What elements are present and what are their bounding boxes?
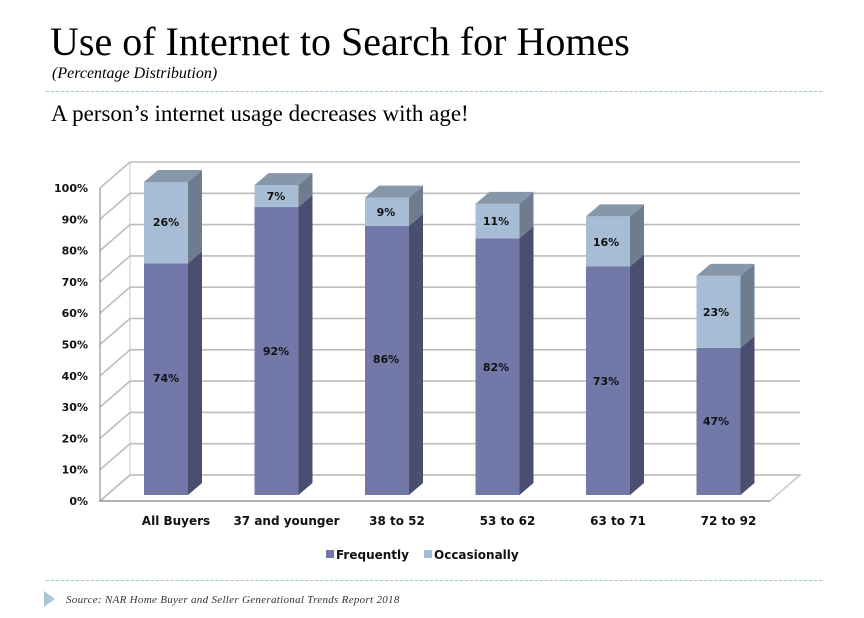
source-arrow-icon — [44, 591, 55, 607]
bar-side-frequently — [519, 226, 534, 495]
bar-side-occasionally — [409, 185, 423, 226]
chart-title: Use of Internet to Search for Homes — [50, 19, 630, 64]
gridline-side — [99, 349, 131, 377]
y-tick-label: 40% — [62, 370, 88, 383]
source-note: Source: NAR Home Buyer and Seller Genera… — [66, 594, 400, 606]
bar-front-occasionally — [144, 182, 188, 264]
y-tick-label: 30% — [62, 401, 88, 414]
data-label-occasionally: 11% — [483, 215, 509, 228]
bar-front-frequently — [254, 207, 299, 496]
gridline-side — [99, 223, 131, 252]
floor — [97, 474, 803, 502]
x-category-label: 72 to 92 — [701, 514, 757, 528]
tagline: A person’s internet usage decreases with… — [51, 101, 469, 126]
bar-top — [696, 263, 755, 276]
gridline-side — [99, 443, 131, 471]
y-tick-label: 50% — [62, 339, 88, 352]
bar-side-occasionally — [740, 263, 755, 348]
x-category-label: 37 and younger — [233, 514, 339, 528]
data-label-frequently: 82% — [483, 361, 509, 374]
y-tick-label: 70% — [62, 276, 88, 289]
bar-side-frequently — [630, 254, 644, 495]
legend-label-occasionally: Occasionally — [434, 548, 519, 562]
bar-front-frequently — [475, 238, 520, 495]
gridline-side — [99, 192, 131, 220]
gridline-side — [99, 286, 131, 314]
bar-side-occasionally — [519, 191, 534, 239]
bar-side-frequently — [188, 251, 202, 495]
x-category-label: 38 to 52 — [369, 514, 425, 528]
data-label-occasionally: 16% — [593, 236, 619, 249]
gridline-side — [99, 161, 131, 189]
bar-side-occasionally — [630, 204, 644, 267]
data-label-occasionally: 9% — [377, 206, 396, 219]
x-category-label: All Buyers — [142, 514, 210, 528]
bar-top — [254, 173, 313, 186]
bar-front-frequently — [586, 266, 630, 495]
bottom-divider — [46, 580, 822, 581]
bar-side-frequently — [409, 213, 423, 495]
gridline-side — [99, 474, 131, 502]
bar-front-frequently — [144, 263, 188, 495]
bar-top — [586, 204, 644, 217]
legend-swatch-frequently — [326, 550, 334, 558]
x-category-label: 63 to 71 — [590, 514, 646, 528]
top-divider — [46, 91, 822, 92]
bar-front-occasionally — [586, 216, 630, 267]
y-tick-label: 10% — [62, 464, 88, 477]
legend-label-frequently: Frequently — [336, 548, 409, 562]
bar-top — [365, 185, 423, 198]
chart-subtitle: (Percentage Distribution) — [52, 65, 218, 82]
bar-front-occasionally — [254, 185, 299, 208]
gridline-side — [99, 255, 131, 283]
data-label-occasionally: 26% — [153, 216, 179, 229]
bar-front-frequently — [365, 225, 409, 495]
x-category-label: 53 to 62 — [480, 514, 536, 528]
bar-front-frequently — [696, 347, 741, 495]
y-tick-label: 0% — [69, 495, 88, 508]
y-tick-label: 60% — [62, 307, 88, 320]
gridline-side — [99, 380, 131, 408]
bar-front-occasionally — [475, 203, 520, 239]
bar-side-occasionally — [188, 170, 202, 264]
data-label-occasionally: 7% — [267, 190, 286, 203]
data-label-frequently: 86% — [373, 353, 399, 366]
bar-side-occasionally — [298, 173, 313, 208]
data-label-frequently: 73% — [593, 375, 619, 388]
y-tick-label: 100% — [54, 182, 88, 195]
bar-side-frequently — [298, 195, 313, 496]
stacked-bar-chart: 0% 10% 20% 30% 40% 50% 60% 70% 80% 90% 100% 74% 26% A… — [54, 160, 803, 562]
y-tick-label: 90% — [62, 213, 88, 226]
bar-top — [144, 170, 202, 182]
data-label-occasionally: 23% — [703, 306, 729, 319]
y-tick-label: 20% — [62, 432, 88, 445]
legend-swatch-occasionally — [424, 550, 432, 558]
bar-side-frequently — [740, 335, 755, 495]
bar-front-occasionally — [365, 197, 409, 226]
bar-top — [475, 191, 534, 204]
data-label-frequently: 92% — [263, 345, 289, 358]
bar-front-occasionally — [696, 275, 741, 348]
data-label-frequently: 74% — [153, 372, 179, 385]
gridline-side — [99, 317, 131, 346]
y-tick-label: 80% — [62, 245, 88, 258]
data-label-frequently: 47% — [703, 415, 729, 428]
gridline-side — [99, 411, 131, 440]
